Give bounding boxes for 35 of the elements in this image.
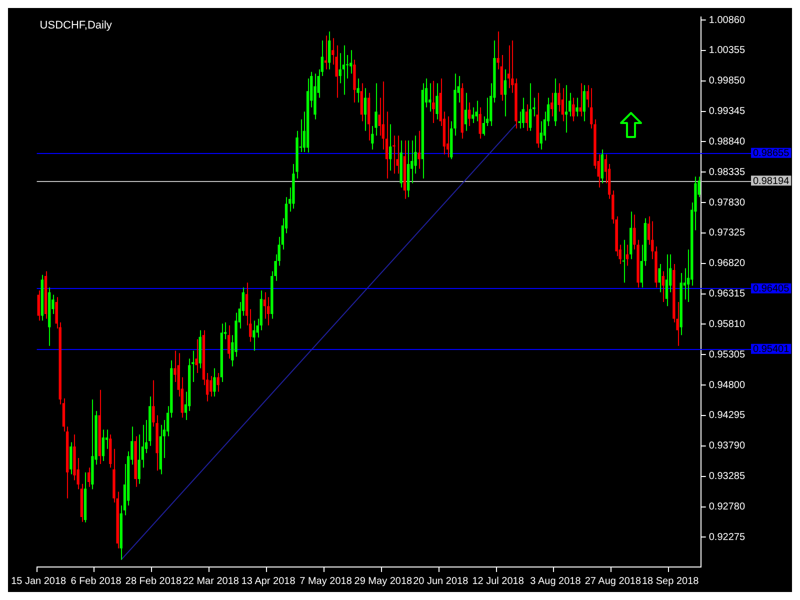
y-tick-label: 0.92780	[708, 502, 746, 513]
y-tick-label: 0.92275	[708, 532, 746, 543]
y-tick-label: 0.94295	[708, 410, 746, 422]
y-tick-label: 0.94800	[708, 380, 746, 391]
y-tick-label: 0.99345	[708, 106, 746, 118]
y-tick-label: 0.96315	[708, 288, 746, 300]
ref-line-label: 0.98194	[753, 176, 790, 187]
y-tick-label: 0.98335	[708, 166, 746, 178]
x-tick-label: 20 Jun 2018	[413, 576, 469, 587]
x-tick-label: 12 Jul 2018	[472, 576, 524, 587]
x-tick-label: 3 Aug 2018	[530, 576, 582, 587]
x-tick-label: 13 Apr 2018	[241, 576, 296, 587]
x-tick-label: 7 May 2018	[300, 576, 352, 587]
y-tick-label: 0.98840	[708, 136, 746, 148]
x-tick-label: 27 Aug 2018	[584, 576, 642, 587]
y-tick-label: 0.95810	[708, 318, 746, 330]
x-tick-label: 6 Feb 2018	[70, 576, 122, 587]
x-tick-label: 28 Feb 2018	[125, 576, 182, 587]
y-tick-label: 0.93285	[708, 471, 746, 482]
x-tick-label: 22 Mar 2018	[182, 576, 240, 587]
y-tick-label: 0.99850	[708, 76, 746, 87]
y-tick-label: 0.97325	[708, 228, 746, 239]
x-tick-label: 18 Sep 2018	[642, 576, 700, 587]
y-tick-label: 1.00860	[708, 14, 746, 26]
ref-line-label: 0.95401	[753, 344, 790, 356]
y-tick-label: 0.95305	[708, 349, 746, 360]
ref-line-label: 0.98655	[753, 148, 790, 160]
ref-line-label: 0.96405	[753, 284, 790, 295]
chart-title: USDCHF,Daily	[40, 20, 112, 32]
y-tick-label: 0.96820	[708, 258, 746, 270]
y-tick-label: 1.00355	[708, 45, 746, 56]
y-tick-label: 0.93790	[708, 440, 746, 452]
x-tick-label: 15 Jan 2018	[11, 576, 67, 587]
y-tick-label: 0.97830	[708, 197, 746, 208]
x-tick-label: 29 May 2018	[354, 576, 413, 587]
